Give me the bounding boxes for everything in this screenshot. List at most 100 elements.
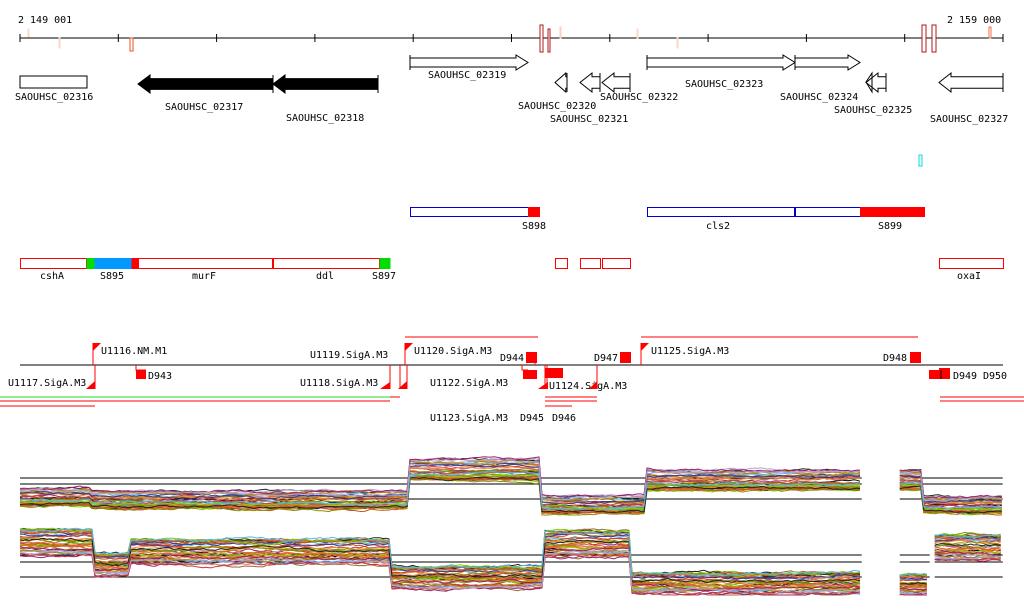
promoter-label: U1122.SigA.M3 <box>430 378 508 389</box>
expression-panel-2 <box>19 527 1003 596</box>
expression-series-line <box>19 469 861 510</box>
promoter-u1116[interactable]: U1116.NM.M1 <box>92 343 167 365</box>
promoter-u1124[interactable]: U1124.SigA.M3 <box>538 365 627 392</box>
annotation-box[interactable] <box>602 258 631 269</box>
annotation-label: oxaI <box>957 271 981 282</box>
expression-series-line <box>19 470 861 510</box>
feature-mark[interactable] <box>918 154 923 167</box>
promoter-flag-icon <box>405 343 413 351</box>
gene-label: SAOUHSC_02316 <box>15 92 93 103</box>
annotation-box[interactable] <box>86 258 96 269</box>
promoter-u1125[interactable]: U1125.SigA.M3 <box>640 343 729 365</box>
gene-saouhsc_02316[interactable]: SAOUHSC_02316 <box>15 75 93 103</box>
promoter-u1122-u1123[interactable]: U1122.SigA.M3 U1123.SigA.M3 <box>430 378 508 424</box>
gene-saouhsc_02323[interactable]: SAOUHSC_02323 <box>646 54 796 90</box>
terminator-label: D943 <box>148 371 172 382</box>
annotation-s898[interactable] <box>528 207 540 217</box>
gene-saouhsc_02321[interactable]: SAOUHSC_02321 <box>550 71 628 125</box>
annotation-box[interactable] <box>138 258 273 269</box>
promoter-u1120[interactable]: U1120.SigA.M3 <box>404 343 492 365</box>
feature-mark[interactable] <box>636 28 639 39</box>
annotation-box[interactable] <box>20 258 87 269</box>
expression-series-line <box>19 542 861 589</box>
expression-series-line <box>934 536 1001 542</box>
feature-mark[interactable] <box>988 26 992 39</box>
annotation-box[interactable] <box>379 258 391 269</box>
gene-label: SAOUHSC_02327 <box>930 114 1008 125</box>
terminator-label: D945 <box>520 413 544 424</box>
expression-series-line <box>19 476 861 513</box>
gene-saouhsc_02318[interactable]: SAOUHSC_02318 <box>272 74 379 124</box>
promoter-u1118-u1119[interactable]: U1118.SigA.M3 U1119.SigA.M3 <box>300 350 408 389</box>
feature-mark[interactable] <box>559 26 562 39</box>
feature-mark[interactable] <box>931 24 937 53</box>
annotation-box[interactable] <box>939 258 1004 269</box>
gene-arrow-icon <box>409 54 529 71</box>
expression-series-line <box>899 591 927 594</box>
ruler-marks <box>27 24 992 53</box>
promoter-label: U1124.SigA.M3 <box>549 381 627 392</box>
gene-arrow-icon <box>601 71 631 94</box>
gene-saouhsc_02322[interactable]: SAOUHSC_02322 <box>600 71 678 103</box>
expression-series-line <box>899 478 1002 506</box>
promoter-label: U1116.NM.M1 <box>101 346 167 357</box>
annotation-cls2[interactable] <box>647 207 795 217</box>
expression-series-line <box>19 527 861 577</box>
annotation-box[interactable] <box>131 258 139 269</box>
gene-saouhsc_02320[interactable]: SAOUHSC_02320 <box>518 71 596 112</box>
feature-mark[interactable] <box>58 37 61 49</box>
gene-arrow-icon <box>865 71 873 94</box>
gene-saouhsc_02324[interactable]: SAOUHSC_02324 <box>780 54 861 103</box>
expression-series-line <box>19 466 861 505</box>
annotation-box[interactable] <box>580 258 601 269</box>
terminator-d943[interactable]: D943 <box>135 365 172 382</box>
annotation-s899[interactable] <box>860 207 925 217</box>
terminator-d948[interactable]: D948 <box>883 352 921 364</box>
gene-saouhsc_02327[interactable]: SAOUHSC_02327 <box>930 71 1008 125</box>
expression-series-line <box>934 550 1001 555</box>
annotation-box[interactable] <box>555 258 568 269</box>
feature-mark[interactable] <box>27 28 30 38</box>
expression-series-line <box>934 541 1001 546</box>
feature-mark[interactable] <box>547 28 551 53</box>
promoter-label: U1120.SigA.M3 <box>414 346 492 357</box>
annotation-box[interactable] <box>94 258 133 269</box>
terminator-label: D947 <box>594 353 618 364</box>
annotation-label: murF <box>192 271 216 282</box>
feature-mark[interactable] <box>539 24 544 53</box>
gene-saouhsc_02319[interactable]: SAOUHSC_02319 <box>409 54 529 81</box>
position-ruler: 2 149 001 2 159 000 <box>18 15 1004 42</box>
expression-series-line <box>899 587 927 591</box>
annotation-box[interactable] <box>410 207 529 217</box>
expression-series-line <box>899 470 1002 501</box>
promoter-u1117[interactable]: U1117.SigA.M3 <box>8 365 96 389</box>
gene-saouhsc_02317[interactable]: SAOUHSC_02317 <box>137 74 274 113</box>
expression-series-line <box>19 544 861 590</box>
gene-arrow-icon <box>137 74 274 94</box>
gene-label: SAOUHSC_02319 <box>428 70 506 81</box>
terminator-d949-d950[interactable]: D949 D950 <box>929 368 1007 382</box>
feature-mark[interactable] <box>676 37 679 49</box>
gene-arrow-icon <box>794 54 861 71</box>
annotation-box[interactable] <box>795 207 861 217</box>
gene-label: SAOUHSC_02325 <box>834 105 912 116</box>
annotation-label: S898 <box>522 221 546 232</box>
expression-series-line <box>899 581 927 584</box>
annotation-box[interactable] <box>273 258 380 269</box>
expression-series-line <box>934 540 1001 544</box>
gene-label: SAOUHSC_02322 <box>600 92 678 103</box>
expression-series-line <box>934 546 1001 551</box>
expression-series-line <box>899 575 927 579</box>
feature-mark[interactable] <box>129 37 134 52</box>
expression-series-line <box>899 584 927 589</box>
expression-series-line <box>19 550 861 593</box>
expression-series-line <box>899 582 927 585</box>
gene-arrow-icon <box>579 71 601 94</box>
expression-series-line <box>19 467 860 508</box>
terminator-d944[interactable]: D944 <box>500 352 537 365</box>
terminator-d945-d946[interactable]: D945 D946 <box>520 365 576 424</box>
terminator-d947[interactable]: D947 <box>594 352 631 364</box>
feature-mark[interactable] <box>921 24 927 53</box>
expression-series-line <box>899 474 1002 503</box>
